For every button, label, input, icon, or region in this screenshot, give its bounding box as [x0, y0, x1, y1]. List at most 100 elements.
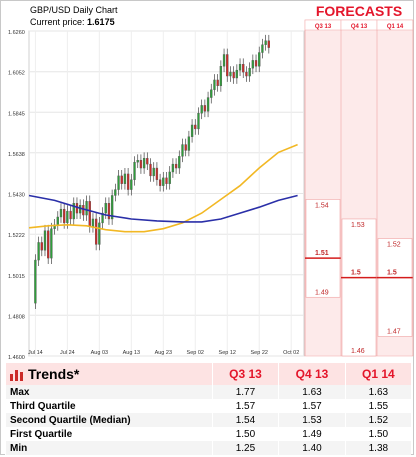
candle-body [216, 79, 219, 87]
candle-body [248, 67, 251, 77]
bar-chart-icon [10, 369, 23, 381]
candle-body [162, 177, 165, 186]
candle-body [219, 66, 223, 87]
forecast-median-label: 1.5 [351, 270, 361, 277]
x-tick-label: Sep 02 [187, 350, 204, 356]
cell-value: 1.77 [211, 385, 279, 399]
row-label: First Quartile [5, 427, 213, 441]
candles [34, 34, 270, 310]
row-label: Min [5, 441, 213, 455]
y-tick-label: 1.6260 [8, 30, 25, 36]
candle-body [197, 113, 200, 130]
forecast-min-label: 1.49 [315, 289, 329, 296]
candle-body [206, 97, 210, 112]
candle-body [50, 228, 53, 259]
candle-body [152, 167, 155, 177]
candle-body [72, 203, 75, 220]
candle-body [200, 105, 203, 114]
candle-body [123, 173, 127, 184]
y-tick-label: 1.4600 [8, 355, 25, 361]
cell-value: 1.53 [278, 413, 346, 427]
candle-body [213, 79, 216, 90]
candle-body [37, 242, 40, 261]
candle-body [194, 124, 197, 130]
candle-body [264, 40, 267, 45]
x-tick-label: Jul 24 [60, 350, 75, 356]
candle-body [222, 54, 226, 67]
cell-value: 1.25 [211, 441, 279, 455]
forecasts-title: FORECASTS [316, 3, 402, 19]
candle-body [126, 173, 130, 190]
forecasts-panel: FORECASTS Q3 13 1.54 1.51 1.49 Q4 13 1.53 1.5 1… [304, 2, 414, 357]
y-tick-label: 1.5638 [8, 152, 25, 158]
candle-body [85, 201, 88, 216]
candle-body [242, 64, 245, 73]
candle-body [43, 230, 47, 251]
candle-body [232, 71, 235, 79]
cell-value: 1.50 [211, 427, 279, 441]
candle-body [229, 71, 232, 77]
candle-body [245, 71, 248, 77]
candle-body [117, 175, 120, 190]
chart-title: GBP/USD Daily Chart [30, 5, 118, 15]
cell-value: 1.40 [278, 441, 346, 455]
candle-body [133, 161, 136, 180]
candle-body [34, 259, 37, 304]
cell-value: 1.55 [344, 399, 411, 413]
forecast-col-header: Q4 13 [351, 24, 368, 30]
candle-body [178, 156, 181, 169]
candle-body [59, 208, 63, 218]
candle-body [136, 160, 139, 163]
row-label: Second Quartile (Median) [5, 413, 213, 427]
candle-body [107, 203, 111, 220]
forecast-range-box [377, 238, 413, 337]
forecast-min-label: 1.47 [387, 328, 401, 335]
candle-body [63, 208, 66, 224]
forecasts-header-bg [305, 2, 413, 20]
candle-body [149, 163, 152, 177]
candle-body [190, 124, 194, 137]
forecast-max-label: 1.52 [387, 242, 401, 249]
cell-value: 1.57 [211, 399, 279, 413]
candle-body [130, 179, 133, 190]
candle-body [203, 105, 207, 112]
y-tick-label: 1.5430 [8, 193, 25, 199]
candle-body [114, 189, 117, 196]
x-tick-label: Oct 02 [283, 350, 299, 356]
candle-body [88, 201, 91, 227]
candle-body [165, 177, 168, 184]
trends-title-cell: Trends* [5, 363, 213, 385]
candle-body [171, 163, 175, 173]
x-tick-label: Aug 23 [155, 350, 172, 356]
trends-header-q4: Q4 13 [278, 363, 346, 385]
candle-body [251, 60, 254, 69]
y-axis: 1.4600 1.4808 1.5015 1.5222 1.5430 1.5638 1.58… [8, 30, 25, 361]
forecast-min-label: 1.46 [351, 348, 365, 355]
candle-body [226, 54, 229, 77]
candle-body [47, 230, 50, 259]
x-tick-label: Jul 14 [28, 350, 43, 356]
candle-body [56, 216, 59, 226]
candle-body [184, 144, 187, 151]
candle-body [267, 40, 270, 48]
trends-table: Trends* Q3 13 Q4 13 Q1 14 Max 1.77 1.63 … [5, 363, 411, 455]
candle-body [261, 44, 264, 53]
trends-header-row: Trends* Q3 13 Q4 13 Q1 14 [5, 363, 411, 385]
candle-body [142, 158, 146, 169]
y-tick-label: 1.5222 [8, 233, 25, 239]
table-row: Third Quartile 1.57 1.57 1.55 [5, 399, 411, 413]
candle-body [174, 163, 178, 169]
table-row: First Quartile 1.50 1.49 1.50 [5, 427, 411, 441]
trends-header-q1: Q1 14 [344, 363, 411, 385]
candle-body [168, 171, 171, 184]
sma-slow-line [28, 194, 298, 223]
x-tick-label: Sep 22 [251, 350, 268, 356]
forecast-median-label: 1.5 [387, 270, 397, 277]
price-chart: 1.4600 1.4808 1.5015 1.5222 1.5430 1.5638 1.58… [8, 2, 414, 361]
cell-value: 1.38 [344, 441, 411, 455]
y-tick-label: 1.5845 [8, 111, 25, 117]
cell-value: 1.63 [344, 385, 411, 399]
forecast-col-header: Q1 14 [387, 24, 404, 30]
table-row: Second Quartile (Median) 1.54 1.53 1.52 [5, 413, 411, 427]
cell-value: 1.50 [344, 427, 411, 441]
